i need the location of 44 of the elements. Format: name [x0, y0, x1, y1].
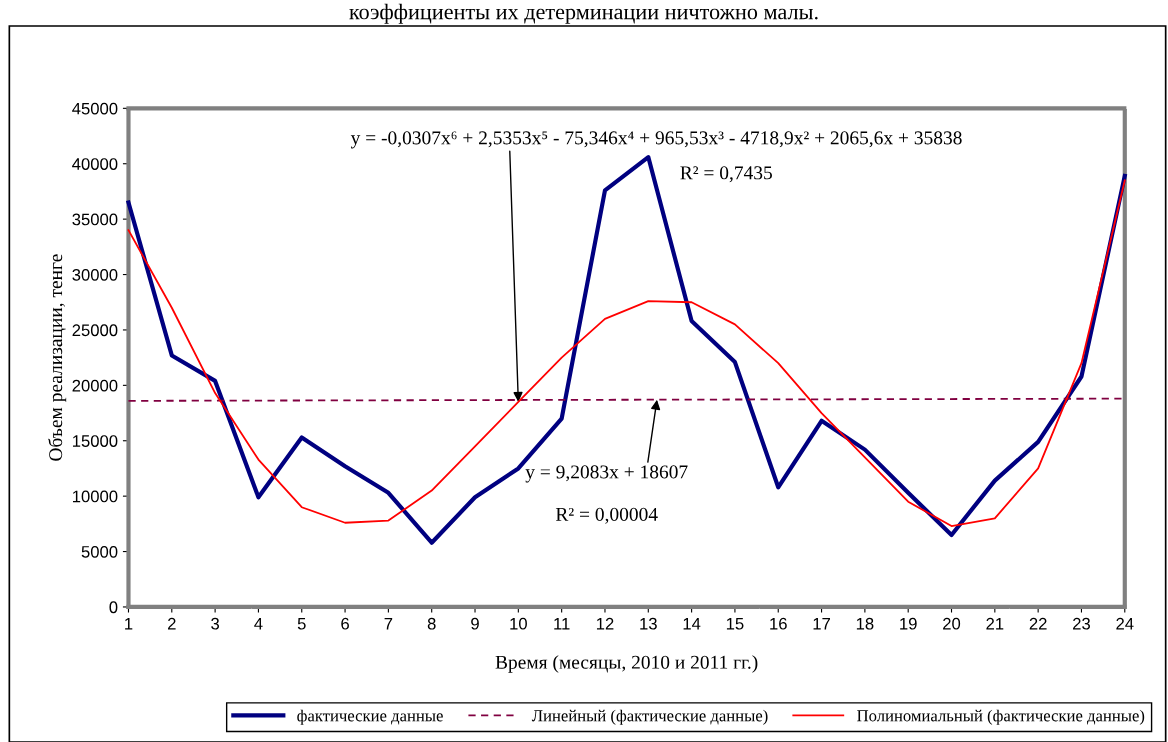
x-tick-label: 4 — [254, 617, 263, 630]
x-tick-label: 6 — [341, 617, 349, 630]
y-tick-label: 10000 — [72, 490, 118, 503]
legend-label: Линейный (фактические данные) — [531, 709, 768, 725]
x-axis-title: Время (месяцы, 2010 и 2011 гг.) — [495, 655, 758, 673]
x-tick-label: 21 — [986, 617, 1004, 630]
y-tick-label: 30000 — [72, 268, 118, 281]
y-tick-label: 25000 — [72, 324, 118, 337]
y-tick-label: 35000 — [72, 213, 118, 226]
x-tick-label: 20 — [943, 617, 961, 630]
annotation: y = -0,0307x⁶ + 2,5353x⁵ - 75,346x⁴ + 965,53x³ - 4718,9x² + 2065,6x + 35838 — [350, 131, 962, 149]
x-tick-label: 18 — [856, 617, 874, 630]
x-tick-label: 22 — [1029, 617, 1047, 630]
x-tick-label: 9 — [471, 617, 479, 630]
x-tick-label: 19 — [900, 617, 917, 630]
x-tick-label: 15 — [726, 617, 744, 630]
x-tick-label: 12 — [596, 617, 614, 630]
x-tick-label: 16 — [770, 617, 787, 630]
x-tick-label: 8 — [427, 617, 436, 630]
x-tick-label: 24 — [1116, 617, 1134, 630]
x-tick-label: 17 — [813, 617, 830, 630]
x-tick-label: 7 — [384, 617, 393, 630]
annotation: R² = 0,7435 — [680, 166, 772, 183]
x-tick-label: 5 — [297, 617, 306, 630]
text: коэффициенты их детерминации ничтожно малы. — [349, 3, 818, 24]
x-tick-label: 1 — [125, 617, 133, 630]
y-tick-label: 5000 — [81, 545, 118, 558]
x-tick-label: 23 — [1073, 617, 1090, 630]
y-tick-label: 0 — [109, 601, 118, 614]
y-tick-label: 40000 — [72, 158, 118, 170]
x-tick-label: 13 — [640, 617, 657, 630]
legend-label: фактические данные — [297, 709, 443, 725]
y-tick-label: 15000 — [72, 435, 118, 447]
y-tick-label: 45000 — [72, 102, 118, 115]
legend-label: Полиномиальный (фактические данные) — [857, 709, 1145, 725]
x-tick-label: 3 — [211, 617, 220, 630]
annotation: y = 9,2083x + 18607 — [525, 465, 688, 483]
annotation: R² = 0,00004 — [555, 507, 658, 524]
y-tick-label: 20000 — [72, 379, 118, 392]
x-tick-label: 14 — [683, 617, 701, 630]
y-axis-title: Объем реализации, тенге — [48, 254, 67, 461]
x-tick-label: 2 — [168, 617, 176, 630]
x-tick-label: 10 — [510, 617, 527, 630]
x-tick-label: 11 — [554, 617, 570, 630]
